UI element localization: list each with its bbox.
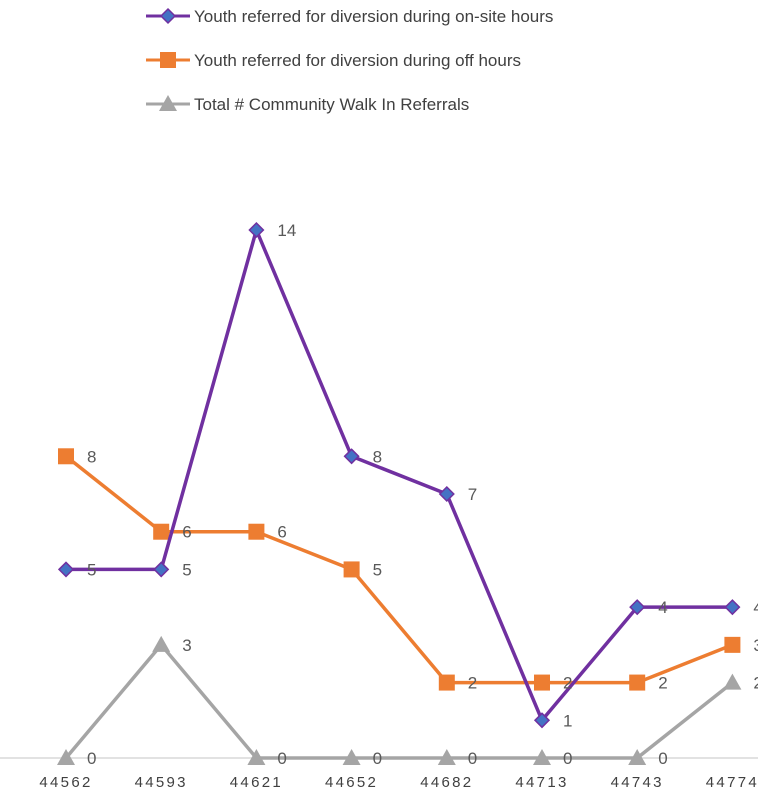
data-label: 4 bbox=[658, 598, 667, 617]
legend-label: Youth referred for diversion during on-s… bbox=[194, 7, 553, 26]
data-label: 3 bbox=[182, 636, 191, 655]
data-label: 2 bbox=[468, 674, 477, 693]
legend-entry: Youth referred for diversion during on-s… bbox=[146, 7, 553, 26]
series-line bbox=[66, 228, 733, 723]
data-point bbox=[153, 523, 170, 540]
data-label: 5 bbox=[373, 560, 382, 579]
series-line bbox=[64, 454, 734, 685]
data-point bbox=[247, 749, 266, 765]
data-label: 0 bbox=[468, 749, 477, 768]
data-label: 6 bbox=[182, 523, 191, 542]
data-point bbox=[58, 448, 74, 465]
data-point bbox=[533, 749, 551, 765]
data-label: 5 bbox=[182, 560, 191, 579]
legend-marker bbox=[159, 95, 177, 111]
data-point bbox=[628, 749, 647, 765]
data-point bbox=[533, 712, 551, 729]
x-tick-labels: 44562 44593 44621 44652 44682 44713 44743 44774 bbox=[39, 774, 758, 791]
x-tick-label: 44621 bbox=[230, 774, 283, 791]
data-point bbox=[629, 599, 646, 616]
data-point bbox=[724, 599, 741, 616]
x-tick-label: 44713 bbox=[515, 774, 568, 791]
data-point bbox=[342, 749, 361, 765]
data-point bbox=[248, 221, 265, 239]
x-tick-label: 44774 bbox=[706, 774, 758, 791]
data-point bbox=[57, 561, 75, 578]
data-label: 0 bbox=[658, 749, 667, 768]
legend-label: Total # Community Walk In Referrals bbox=[194, 95, 469, 114]
x-tick-label: 44682 bbox=[420, 774, 473, 791]
data-label: 3 bbox=[753, 636, 758, 655]
data-point bbox=[343, 448, 360, 465]
data-point bbox=[724, 636, 741, 653]
data-label: 0 bbox=[373, 749, 382, 768]
data-point bbox=[534, 674, 550, 691]
x-tick-label: 44593 bbox=[135, 774, 188, 791]
data-point bbox=[723, 673, 742, 690]
data-label: 2 bbox=[658, 674, 667, 693]
legend-entry: Youth referred for diversion during off … bbox=[146, 51, 521, 70]
data-point bbox=[629, 674, 646, 691]
x-tick-label: 44743 bbox=[611, 774, 664, 791]
x-tick-label: 44562 bbox=[39, 774, 92, 791]
series-2 bbox=[58, 448, 741, 691]
data-point bbox=[57, 749, 75, 765]
data-label: 8 bbox=[373, 447, 382, 466]
series-3 bbox=[57, 635, 742, 765]
data-point bbox=[248, 523, 265, 540]
series-1 bbox=[57, 221, 741, 729]
legend-label: Youth referred for diversion during off … bbox=[194, 51, 521, 70]
x-tick-label: 44652 bbox=[325, 774, 378, 791]
data-label: 7 bbox=[468, 485, 477, 504]
data-point bbox=[343, 561, 360, 578]
data-label: 2 bbox=[753, 674, 758, 693]
chart-legend: Youth referred for diversion during on-s… bbox=[146, 7, 553, 114]
data-label: 4 bbox=[753, 598, 758, 617]
data-point bbox=[438, 674, 455, 691]
data-point bbox=[152, 635, 171, 652]
legend-marker bbox=[160, 52, 176, 68]
data-label: 0 bbox=[277, 749, 286, 768]
data-point bbox=[437, 749, 456, 765]
data-point bbox=[153, 561, 170, 578]
data-label: 0 bbox=[87, 749, 96, 768]
data-label: 0 bbox=[563, 749, 572, 768]
data-label-layer: 5514871448665222303000002 bbox=[87, 221, 758, 768]
data-label: 14 bbox=[277, 221, 296, 240]
data-label: 1 bbox=[563, 711, 572, 730]
series-line bbox=[64, 643, 734, 760]
legend-marker bbox=[159, 7, 177, 25]
legend-entry: Total # Community Walk In Referrals bbox=[146, 95, 469, 114]
series-layer bbox=[57, 221, 742, 765]
data-label: 5 bbox=[87, 560, 96, 579]
data-point bbox=[438, 485, 455, 503]
data-label: 2 bbox=[563, 674, 572, 693]
data-label: 6 bbox=[277, 523, 286, 542]
data-label: 8 bbox=[87, 447, 96, 466]
